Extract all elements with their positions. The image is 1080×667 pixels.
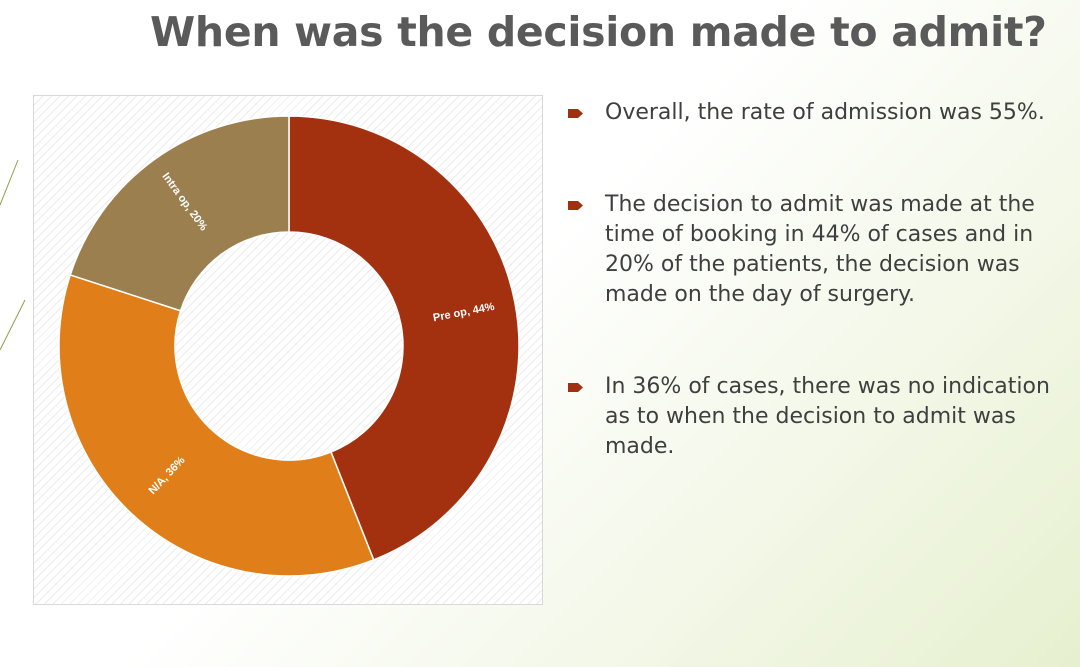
donut-slice-n-a (58, 273, 375, 577)
donut-slice-intra-op (69, 115, 290, 312)
bullet-item: The decision to admit was made at the ti… (568, 190, 1058, 310)
bullet-text: In 36% of cases, there was no indication… (605, 374, 1050, 459)
bullet-text: Overall, the rate of admission was 55%. (605, 100, 1045, 125)
right-arrow-bullet-icon (568, 201, 583, 210)
right-arrow-bullet-icon (568, 383, 583, 392)
bullet-item: Overall, the rate of admission was 55%. (568, 98, 1058, 128)
bullet-item: In 36% of cases, there was no indication… (568, 372, 1058, 462)
donut-chart: Pre op, 44% N/A, 36% Intra op, 20% (33, 95, 543, 605)
bullet-text: The decision to admit was made at the ti… (605, 192, 1035, 307)
donut-chart-svg: Pre op, 44%N/A, 36%Intra op, 20% (58, 115, 520, 577)
decorative-lines (0, 159, 26, 351)
bullet-list: Overall, the rate of admission was 55%. … (568, 98, 1058, 524)
donut-slice-pre-op (288, 115, 520, 561)
right-arrow-bullet-icon (568, 109, 583, 118)
slide-title: When was the decision made to admit? (150, 8, 1047, 56)
